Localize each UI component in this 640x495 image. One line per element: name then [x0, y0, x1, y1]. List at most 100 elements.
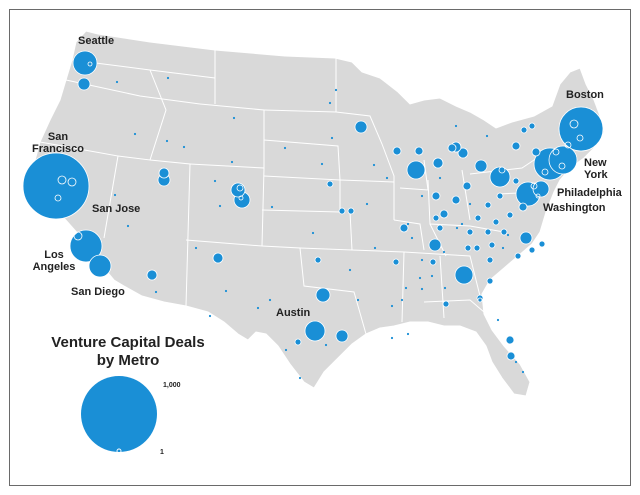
metro-bubble	[208, 314, 212, 318]
bubble-outline-ring	[564, 141, 572, 149]
metro-bubble	[194, 246, 198, 250]
legend-max-bubble	[81, 376, 157, 452]
metro-bubble	[498, 166, 506, 174]
us-landmass	[33, 30, 605, 397]
metro-bubble	[514, 252, 522, 260]
bubble-outline-ring	[541, 168, 549, 176]
metro-bubble	[512, 177, 520, 185]
metro-bubble	[88, 254, 112, 278]
metro-bubble	[520, 126, 528, 134]
metro-bubble	[531, 147, 541, 157]
city-label-austin: Austin	[276, 307, 311, 319]
metro-bubble	[518, 202, 528, 212]
metro-bubble	[218, 204, 222, 208]
metro-bubble	[443, 286, 447, 290]
metro-bubble	[488, 241, 496, 249]
metro-bubble	[432, 157, 444, 169]
metro-bubble	[489, 166, 511, 188]
metro-bubble	[418, 276, 422, 280]
metro-bubble	[414, 146, 424, 156]
metro-bubble	[410, 236, 414, 240]
state-border	[261, 245, 367, 335]
metro-bubble	[466, 228, 474, 236]
metro-bubble	[501, 246, 505, 250]
state-border	[439, 255, 445, 319]
metro-bubble	[430, 274, 434, 278]
metro-bubble	[224, 289, 228, 293]
metro-bubble	[462, 181, 472, 191]
metro-bubble	[213, 179, 217, 183]
metro-bubble	[484, 201, 492, 209]
bubble-outline-ring	[67, 177, 77, 187]
metro-bubble	[230, 160, 234, 164]
metro-bubble	[474, 214, 482, 222]
metro-bubble	[399, 223, 409, 233]
metro-bubble	[348, 268, 352, 272]
metro-bubble	[404, 286, 408, 290]
metro-bubble	[268, 298, 272, 302]
metro-bubble	[365, 202, 369, 206]
metro-bubble	[455, 226, 459, 230]
metro-bubble	[500, 228, 508, 236]
metro-bubble	[514, 360, 518, 364]
city-label-boston: Boston	[566, 89, 604, 101]
legend-title-line-1: Venture Capital Deals	[51, 334, 205, 351]
metro-bubble	[390, 336, 394, 340]
city-label-new-york: New York	[584, 157, 608, 181]
city-label-los-angeles: Los Angeles	[32, 249, 76, 273]
metro-bubble	[442, 250, 446, 254]
legend-graphic	[81, 376, 157, 454]
metro-bubble	[324, 343, 328, 347]
bubble-outline-ring	[54, 194, 62, 202]
metro-bubble	[113, 193, 117, 197]
city-label-philadelphia: Philadelphia	[557, 187, 622, 199]
metro-bubble	[133, 132, 137, 136]
metro-bubble	[165, 139, 169, 143]
metro-bubble	[506, 351, 516, 361]
state-border	[423, 299, 485, 313]
metro-bubble	[477, 297, 483, 303]
bubble-outline-ring	[57, 175, 67, 185]
metro-bubble	[335, 329, 349, 343]
metro-bubble	[519, 231, 533, 245]
metro-bubble	[521, 370, 525, 374]
legend-min-label: 1	[160, 449, 164, 456]
metro-bubble	[485, 134, 489, 138]
metro-bubble	[528, 246, 536, 254]
city-label-washington: Washington	[543, 202, 606, 214]
metro-bubble	[22, 152, 90, 220]
metro-bubble	[154, 290, 158, 294]
metro-bubble	[506, 233, 510, 237]
bubble-outline-ring	[535, 193, 541, 199]
metro-bubble	[406, 160, 426, 180]
metro-bubble	[496, 192, 504, 200]
metro-bubble	[474, 159, 488, 173]
metro-bubble	[212, 252, 224, 264]
metro-bubble	[115, 80, 119, 84]
metro-bubble	[451, 195, 461, 205]
state-border	[393, 219, 425, 251]
metro-bubble	[558, 106, 604, 152]
metro-bubble	[72, 50, 98, 76]
metro-bubble	[354, 120, 368, 134]
metro-bubble	[486, 256, 494, 264]
metro-bubble	[473, 244, 481, 252]
metro-bubble	[392, 258, 400, 266]
metro-bubble	[304, 320, 326, 342]
metro-bubble	[528, 122, 536, 130]
state-border	[461, 169, 471, 221]
metro-bubble	[454, 124, 458, 128]
metro-bubble	[69, 229, 103, 263]
bubble-outline-ring	[576, 134, 584, 142]
city-label-san-francisco: San Francisco	[32, 131, 84, 155]
metro-bubble	[420, 287, 424, 291]
metro-bubble	[506, 211, 514, 219]
metro-bubble	[406, 222, 410, 226]
bubble-outline-ring	[558, 162, 566, 170]
metro-bubble	[420, 258, 424, 262]
metro-bubble	[511, 141, 521, 151]
metro-bubble	[328, 101, 332, 105]
metro-bubble	[548, 145, 578, 175]
metro-bubble	[436, 224, 444, 232]
